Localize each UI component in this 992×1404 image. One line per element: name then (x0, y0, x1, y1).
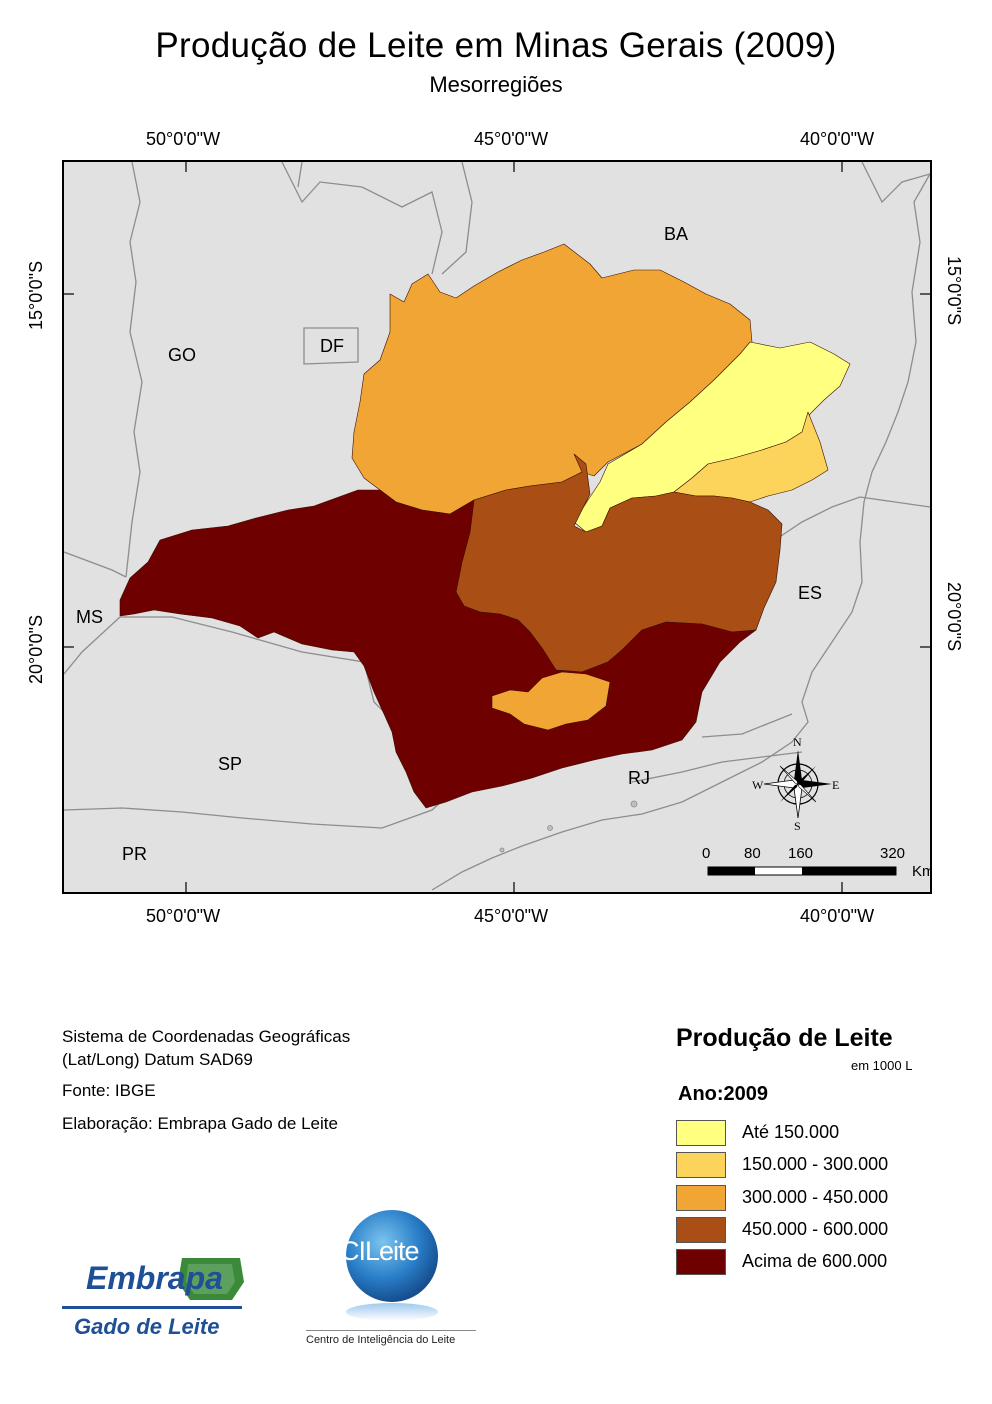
legend-label: 150.000 - 300.000 (742, 1154, 889, 1174)
scale-unit: Km (912, 863, 930, 880)
latitude-label-left-20s: 20°0'0"S (26, 614, 46, 684)
cileite-word: CILeite (340, 1236, 420, 1266)
longitude-label-top-45w: 45°0'0"W (474, 129, 549, 149)
crs-line-2: (Lat/Long) Datum SAD69 (62, 1050, 253, 1069)
source-text: Fonte: IBGE (62, 1081, 156, 1100)
longitude-label-bottom-45w: 45°0'0"W (474, 906, 549, 926)
legend-swatch (676, 1152, 726, 1178)
longitude-label-bottom-40w: 40°0'0"W (800, 906, 875, 926)
legend-label: Até 150.000 (742, 1122, 840, 1142)
crs-line-1: Sistema de Coordenadas Geográficas (62, 1027, 351, 1046)
state-label-sp: SP (218, 754, 242, 774)
mesoregions (119, 243, 851, 809)
state-label-rj: RJ (628, 768, 650, 788)
scale-bar: 0 80 160 320 Km (702, 845, 930, 880)
latitude-label-right-20s: 20°0'0"S (944, 582, 964, 652)
compass-label-s: S (794, 819, 801, 833)
cileite-subtitle: Centro de Inteligência do Leite (306, 1334, 456, 1346)
state-label-ba: BA (664, 224, 688, 244)
legend-swatch (676, 1249, 726, 1275)
mesoregion-campo-vertentes (491, 671, 611, 731)
coastline (431, 173, 930, 891)
embrapa-subtitle: Gado de Leite (74, 1314, 220, 1339)
scale-tick-80: 80 (744, 845, 761, 862)
legend-swatch (676, 1185, 726, 1211)
legend-label: Acima de 600.000 (742, 1251, 888, 1271)
df-border (303, 327, 359, 365)
state-label-pr: PR (122, 844, 147, 864)
compass-rose-icon: N S E W (752, 735, 839, 833)
compass-label-w: W (752, 778, 764, 792)
compass-label-n: N (793, 735, 802, 749)
latitude-label-right-15s: 15°0'0"S (944, 256, 964, 326)
scale-tick-160: 160 (788, 845, 813, 862)
map-canvas: BA GO DF MS SP ES RJ PR N S E W (64, 162, 930, 892)
cileite-globe-icon (306, 1210, 476, 1331)
legend-year: Ano:2009 (678, 1083, 769, 1105)
longitude-label-bottom-50w: 50°0'0"W (146, 906, 221, 926)
compass-label-e: E (832, 778, 839, 792)
scale-tick-320: 320 (880, 845, 905, 862)
legend-label: 300.000 - 450.000 (742, 1187, 889, 1207)
mesoregion-west-south-triangulo (119, 489, 757, 809)
longitude-label-top-50w: 50°0'0"W (146, 129, 221, 149)
state-label-ms: MS (76, 607, 103, 627)
state-label-df: DF (320, 336, 344, 356)
cileite-logo: CILeite Centro de Inteligência do Leite (306, 1206, 476, 1352)
legend-swatch (676, 1217, 726, 1243)
scale-tick-0: 0 (702, 845, 710, 862)
coastal-islands (499, 800, 638, 853)
graticule-ticks (64, 162, 930, 892)
embrapa-leaf-icon (62, 1258, 244, 1309)
embrapa-logo: Embrapa Gado de Leite (62, 1252, 252, 1344)
latitude-label-left-15s: 15°0'0"S (26, 260, 46, 330)
legend-swatch (676, 1120, 726, 1146)
map-title: Produção de Leite em Minas Gerais (2009) (155, 26, 837, 65)
embrapa-word: Embrapa (86, 1260, 223, 1296)
state-borders (64, 162, 930, 829)
map-subtitle: Mesorregiões (429, 72, 563, 97)
legend-title: Produção de Leite (676, 1024, 893, 1052)
state-label-go: GO (168, 345, 196, 365)
legend-label: 450.000 - 600.000 (742, 1219, 889, 1239)
legend-unit: em 1000 L (851, 1058, 913, 1073)
state-label-es: ES (798, 583, 822, 603)
map-frame: BA GO DF MS SP ES RJ PR N S E W (62, 160, 932, 894)
longitude-label-top-40w: 40°0'0"W (800, 129, 875, 149)
author-text: Elaboração: Embrapa Gado de Leite (62, 1114, 338, 1133)
